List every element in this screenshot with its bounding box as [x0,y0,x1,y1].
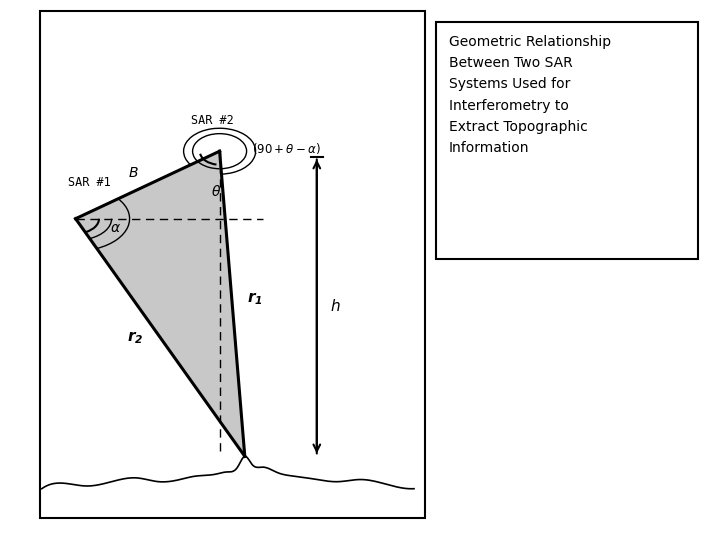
Text: $\theta$: $\theta$ [211,184,221,199]
FancyBboxPatch shape [40,11,425,518]
Text: $(90 + \theta - \alpha)$: $(90 + \theta - \alpha)$ [252,141,321,156]
Text: SAR #2: SAR #2 [191,114,233,127]
Text: $\alpha$: $\alpha$ [109,221,121,235]
Polygon shape [76,151,245,456]
Text: $h$: $h$ [330,299,341,314]
Text: SAR #1: SAR #1 [68,176,111,189]
Text: $\bfit{r}_2$: $\bfit{r}_2$ [127,329,143,346]
Text: B: B [128,166,138,179]
FancyBboxPatch shape [436,22,698,259]
Text: $\bfit{r}_1$: $\bfit{r}_1$ [248,290,263,307]
Text: Geometric Relationship
Between Two SAR
Systems Used for
Interferometry to
Extrac: Geometric Relationship Between Two SAR S… [449,35,611,155]
